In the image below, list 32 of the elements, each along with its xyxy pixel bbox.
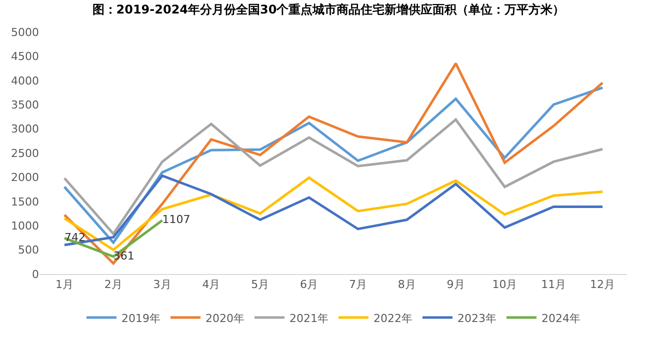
y-tick-label: 1500 <box>11 195 39 208</box>
line-series <box>63 62 604 265</box>
legend-label: 2023年 <box>458 312 496 325</box>
x-tick-label: 6月 <box>300 278 318 292</box>
y-tick-label: 5000 <box>11 26 39 39</box>
x-tick-label: 1月 <box>55 278 74 292</box>
y-tick-label: 500 <box>18 244 39 257</box>
legend-label: 2022年 <box>374 312 412 325</box>
legend-label: 2020年 <box>206 312 244 325</box>
y-tick-label: 2000 <box>11 171 39 184</box>
x-tick-label: 4月 <box>202 278 220 292</box>
data-label: 1107 <box>162 213 190 226</box>
legend-label: 2021年 <box>290 312 328 325</box>
x-tick-label: 3月 <box>153 278 172 292</box>
y-tick-label: 3000 <box>11 122 39 136</box>
legend-label: 2024年 <box>542 312 580 325</box>
y-tick-label: 1000 <box>11 219 39 232</box>
x-tick-label: 9月 <box>446 278 465 292</box>
x-tick-label: 12月 <box>590 278 616 292</box>
x-tick-label: 11月 <box>541 278 566 292</box>
y-tick-label: 2500 <box>11 146 39 160</box>
x-tick-label: 5月 <box>251 278 270 292</box>
x-tick-label: 8月 <box>398 278 416 292</box>
legend-label: 2019年 <box>122 312 160 325</box>
y-tick-label: 3500 <box>11 98 39 112</box>
x-tick-label: 2月 <box>104 278 122 292</box>
y-tick-label: 4500 <box>11 50 39 64</box>
chart-title: 图：2019-2024年分月份全国30个重点城市商品住宅新增供应面积（单位：万平方米） <box>92 2 565 17</box>
y-tick-label: 4000 <box>11 74 39 88</box>
x-tick-label: 7月 <box>348 278 367 292</box>
y-tick-label: 0 <box>32 268 39 281</box>
x-tick-label: 10月 <box>492 278 518 292</box>
